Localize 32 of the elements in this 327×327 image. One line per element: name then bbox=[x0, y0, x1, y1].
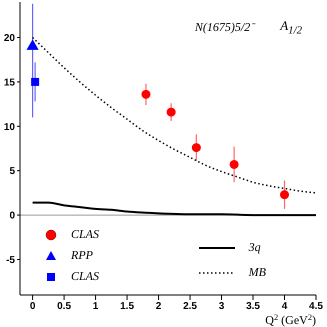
x-tick-label: 4 bbox=[282, 301, 288, 312]
line-series bbox=[32, 36, 316, 194]
y-tick-label: 20 bbox=[4, 33, 16, 44]
legend-label: RPP bbox=[71, 248, 93, 263]
y-tick-label: 0 bbox=[9, 210, 16, 222]
x-tick-label: 3 bbox=[218, 301, 225, 312]
point bbox=[280, 190, 290, 200]
y-tick-label: -5 bbox=[6, 255, 16, 266]
y-tick-label: 5 bbox=[9, 166, 16, 178]
legend-label: MB bbox=[248, 265, 266, 280]
point bbox=[230, 160, 239, 169]
x-tick-label: 0 bbox=[30, 301, 36, 312]
y-tick-label: 15 bbox=[4, 77, 16, 88]
point bbox=[31, 78, 40, 86]
legend-label: CLAS bbox=[71, 227, 100, 242]
x-tick-label: 2 bbox=[156, 301, 162, 312]
x-tick-label: 2.5 bbox=[183, 301, 198, 312]
point bbox=[141, 90, 150, 99]
x-axis-title: Q$^{2}$ (GeV$^{2}$) bbox=[265, 312, 316, 327]
point bbox=[166, 108, 176, 117]
y-tick-label: 10 bbox=[4, 122, 16, 133]
text: N(1675)5/2⁻ bbox=[194, 19, 254, 36]
line-series bbox=[32, 202, 316, 216]
legend-label: 3q bbox=[248, 240, 261, 255]
x-tick-label: 1.5 bbox=[120, 301, 134, 312]
text: A$_{1/2}$ bbox=[280, 18, 302, 37]
x-tick-label: 0.5 bbox=[57, 301, 72, 312]
x-tick-label: 3.5 bbox=[246, 301, 260, 312]
legend-label: CLAS bbox=[71, 269, 100, 284]
x-tick-label: 1 bbox=[92, 301, 99, 312]
x-tick-label: 4.5 bbox=[309, 301, 324, 312]
point bbox=[192, 143, 201, 152]
